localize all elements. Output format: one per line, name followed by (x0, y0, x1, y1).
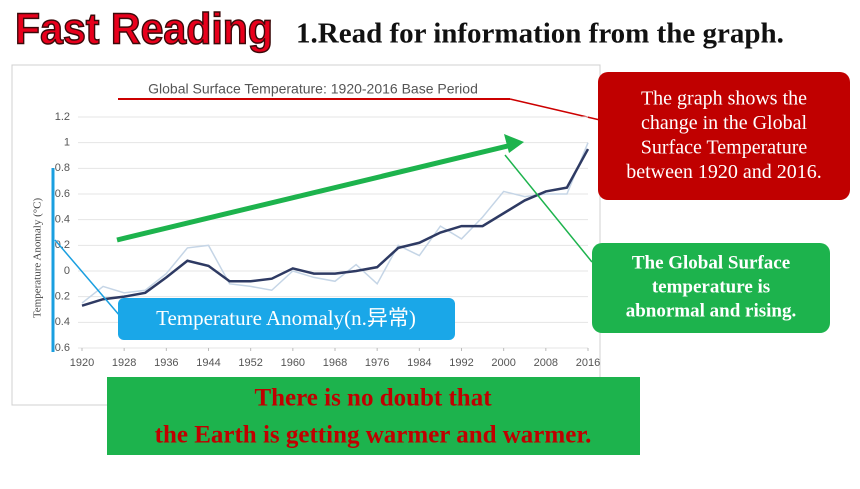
x-tick-label: 1968 (323, 357, 347, 369)
x-tick-label: 2000 (491, 357, 515, 369)
connector (504, 154, 593, 263)
callout-text: change in the Global (641, 112, 807, 134)
callout-text: Temperature Anomaly(n.异常) (156, 306, 416, 330)
x-tick-label: 1928 (112, 357, 136, 369)
callout-box (118, 298, 455, 340)
y-tick-label: -0.2 (51, 291, 70, 303)
callout-text: Surface Temperature (641, 137, 808, 159)
callout-text: abnormal and rising. (626, 300, 797, 321)
y-axis-label: Temperature Anomaly (°C) (32, 198, 44, 319)
y-tick-label: 0 (64, 265, 70, 277)
y-tick-label: 1.2 (55, 111, 70, 123)
x-tick-label: 1960 (281, 357, 305, 369)
callout-box (598, 72, 850, 200)
x-tick-label: 2016 (576, 357, 600, 369)
callout-text: The graph shows the (641, 88, 807, 110)
arrow-head (504, 134, 524, 153)
y-tick-label: 0.8 (55, 162, 70, 174)
slide-subtitle: 1.Read for information from the graph. (296, 18, 784, 50)
callout-text: the Earth is getting warmer and warmer. (155, 422, 592, 449)
y-tick-label: 1 (64, 137, 70, 149)
x-tick-label: 1944 (196, 357, 220, 369)
callout-text: between 1920 and 2016. (626, 161, 822, 183)
connector (54, 239, 121, 317)
y-tick-label: 0.4 (55, 214, 70, 226)
conclusion-box (107, 377, 640, 455)
callout-text: There is no doubt that (254, 385, 492, 412)
series-line (81, 148, 590, 307)
x-tick-label: 1952 (238, 357, 262, 369)
y-tick-label: -0.4 (51, 316, 70, 328)
x-tick-label: 1984 (407, 357, 431, 369)
callout-text: The Global Surface (632, 252, 790, 273)
x-tick-label: 1976 (365, 357, 389, 369)
x-tick-label: 1920 (70, 357, 94, 369)
x-tick-label: 1936 (154, 357, 178, 369)
series-line (81, 142, 589, 304)
slide-title: Fast Reading (15, 5, 273, 54)
y-tick-label: 0.2 (55, 239, 70, 251)
y-tick-label: -0.6 (51, 342, 70, 354)
trend-arrow (116, 142, 513, 243)
chart-frame (11, 64, 601, 406)
callout-text: temperature is (652, 276, 770, 297)
callout-box (592, 243, 830, 333)
chart-title: Global Surface Temperature: 1920-2016 Ba… (148, 81, 478, 97)
x-tick-label: 2008 (534, 357, 558, 369)
y-tick-label: 0.6 (55, 188, 70, 200)
x-tick-label: 1992 (449, 357, 473, 369)
